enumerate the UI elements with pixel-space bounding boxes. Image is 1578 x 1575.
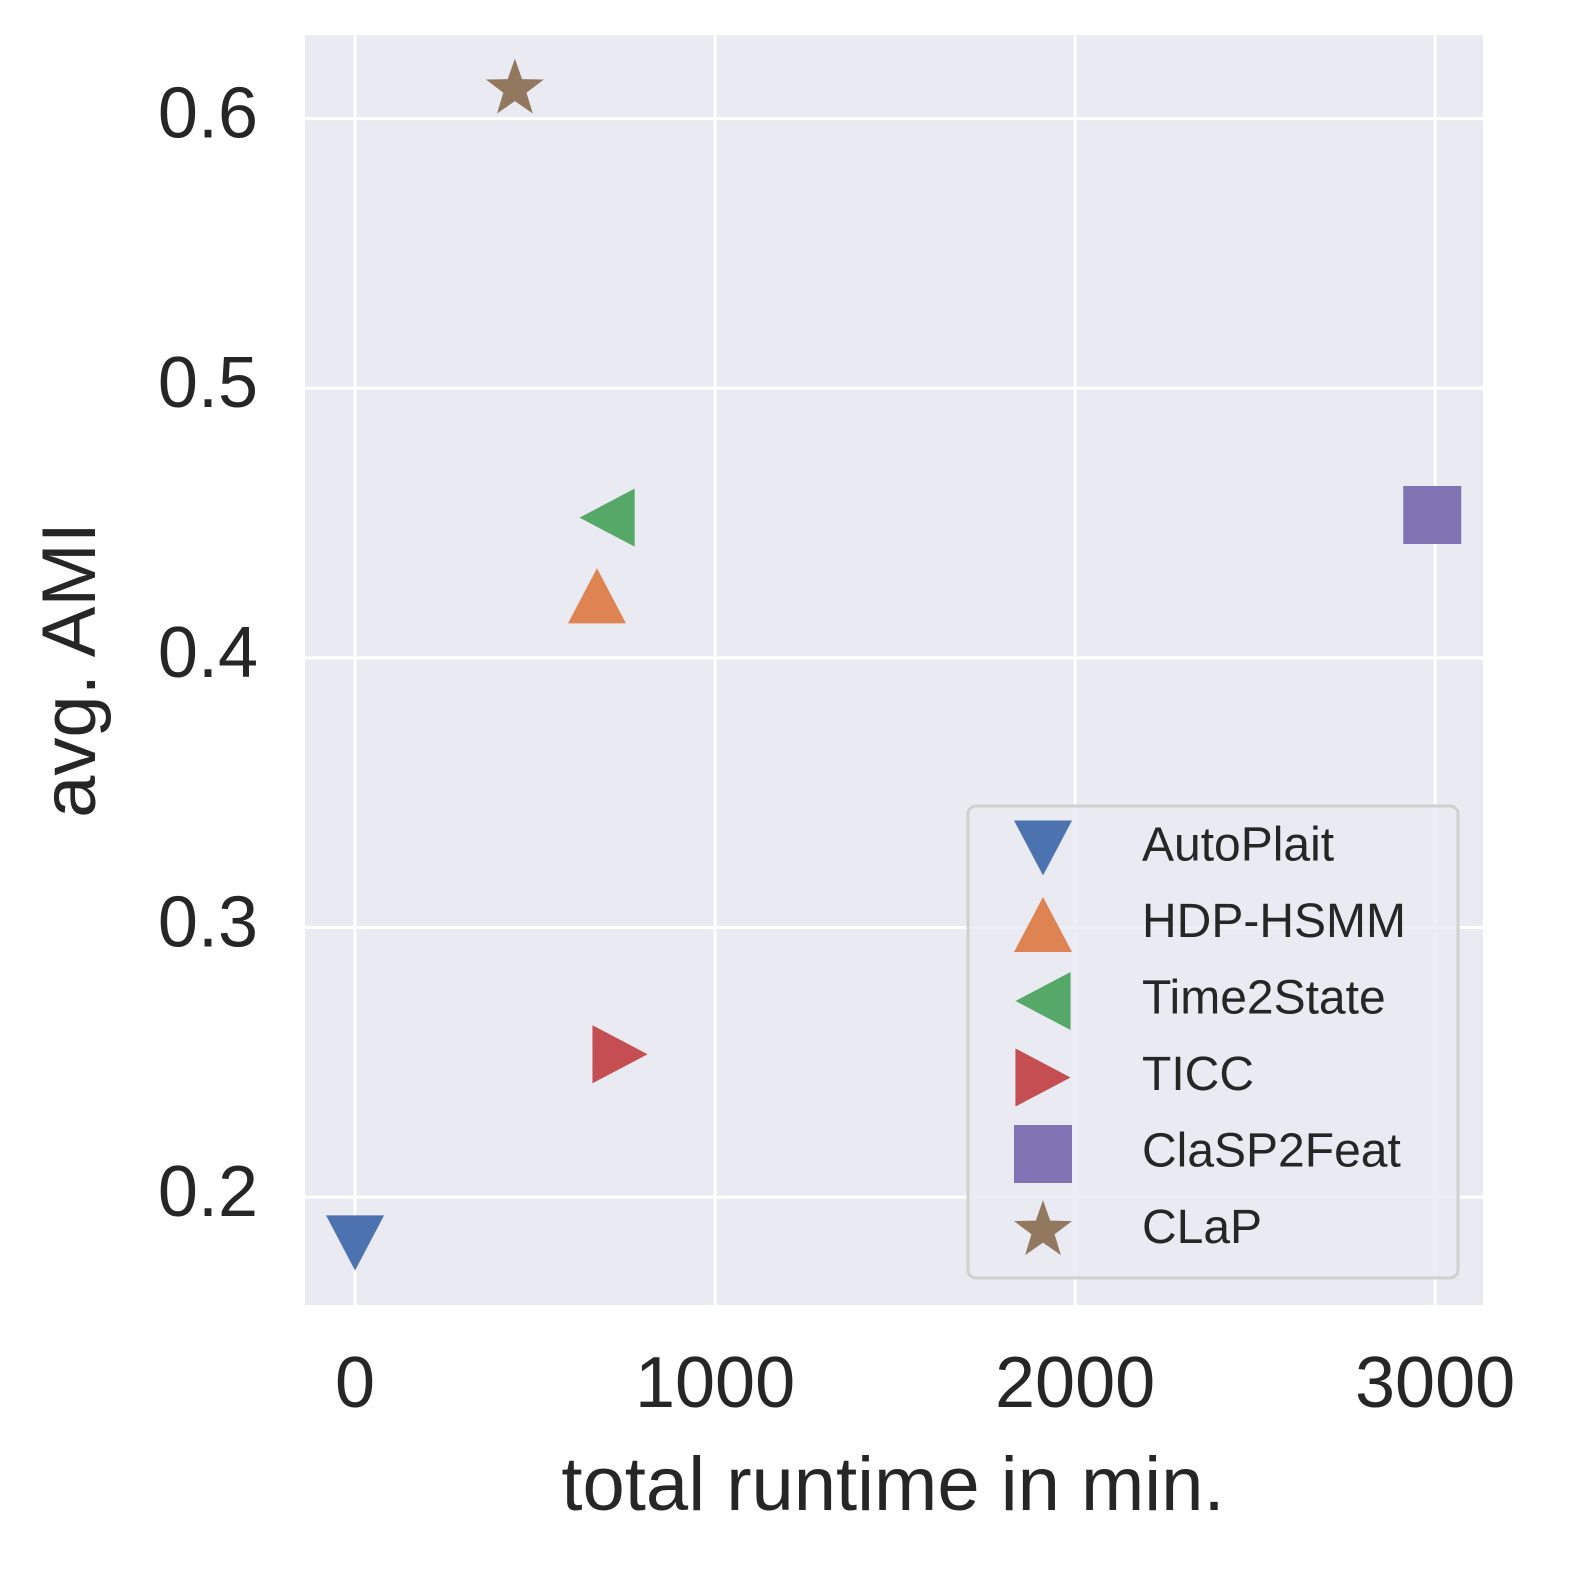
y-tick-label: 0.5 [158, 343, 258, 423]
marks [326, 58, 1462, 1271]
x-axis-label: total runtime in min. [561, 1442, 1224, 1527]
legend-box [966, 804, 1460, 1280]
legend-label: ClaSP2Feat [1142, 1125, 1401, 1178]
legend-label: AutoPlait [1142, 819, 1334, 872]
legend-marker [1015, 1048, 1071, 1107]
point [592, 1025, 648, 1084]
point [579, 488, 635, 547]
point [1403, 485, 1462, 544]
y-tick-label: 0.3 [158, 883, 258, 963]
legend-label: HDP-HSMM [1142, 895, 1406, 948]
point [567, 568, 626, 624]
legend-label: TICC [1142, 1048, 1254, 1101]
legend-label: CLaP [1142, 1201, 1262, 1254]
legend-label: Time2State [1142, 972, 1386, 1025]
y-tick-label: 0.4 [158, 613, 258, 693]
legend-marker [1014, 1125, 1072, 1183]
legend-marker [1014, 1200, 1072, 1256]
x-tick-label: 0 [335, 1343, 375, 1423]
y-tick-label: 0.6 [158, 74, 258, 154]
point [326, 1215, 385, 1271]
point [485, 58, 544, 114]
legend-marker [1015, 972, 1071, 1030]
x-tick-label: 2000 [995, 1343, 1155, 1423]
y-tick-label: 0.2 [158, 1152, 258, 1232]
grid [305, 35, 1483, 1305]
x-tick-label: 3000 [1355, 1343, 1515, 1423]
legend: AutoPlait HDP-HSMM Time2State TICC ClaSP2Fea… [966, 804, 1460, 1280]
legend-marker [1014, 820, 1072, 876]
x-tick-label: 1000 [635, 1343, 795, 1423]
legend-marker [1014, 896, 1072, 953]
y-axis-label: avg. AMI [27, 522, 112, 818]
